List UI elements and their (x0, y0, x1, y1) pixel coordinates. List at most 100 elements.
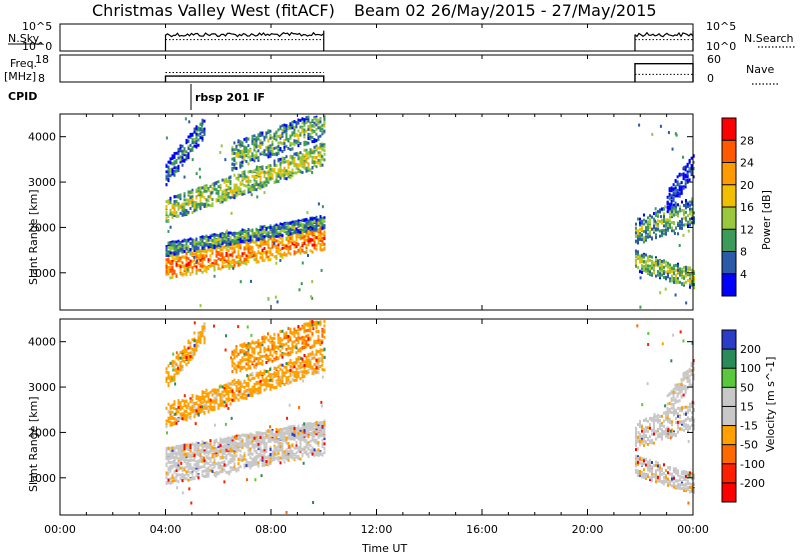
power-cell (259, 142, 262, 146)
velocity-cell (251, 444, 254, 448)
power-cell (183, 245, 186, 249)
power-cell (688, 207, 691, 211)
power-cell (640, 264, 643, 268)
velocity-cell (171, 460, 174, 464)
power-cell (295, 141, 298, 145)
power-cell (686, 214, 689, 218)
velocity-cell (245, 458, 248, 462)
power-cell (217, 233, 220, 237)
velocity-cell (249, 433, 252, 437)
power-cell (237, 245, 240, 249)
velocity-cell (299, 427, 302, 431)
power-cell (249, 149, 252, 153)
velocity-cell (165, 463, 168, 467)
velocity-cell (173, 448, 176, 452)
power-cell (644, 236, 647, 240)
power-cell (297, 118, 300, 122)
power-cell (221, 200, 224, 204)
power-cell (317, 228, 320, 232)
freq-tick-bottom: 8 (38, 72, 45, 85)
power-cell (235, 240, 238, 244)
power-cell (221, 231, 224, 235)
power-cell (279, 141, 282, 145)
velocity-cell (173, 476, 176, 480)
power-cell (191, 243, 194, 247)
power-cell (215, 181, 218, 185)
power-cell (674, 212, 677, 216)
power-cell (283, 145, 286, 149)
nave-label: Nave (746, 63, 774, 76)
velocity-cell (187, 478, 190, 482)
nsearch-label: N.Search (744, 32, 794, 45)
power-cell (321, 123, 324, 127)
velocity-cell (231, 438, 234, 442)
power-cell (688, 212, 691, 216)
velocity-cell (303, 433, 306, 437)
velocity-cell (185, 446, 188, 450)
velocity-cell (283, 460, 286, 464)
power-cell (185, 198, 188, 202)
power-cell (187, 191, 190, 195)
power-cell (167, 252, 170, 256)
power-cell (247, 151, 250, 155)
power-cell (311, 296, 314, 300)
velocity-cell (209, 464, 212, 468)
velocity-cell (255, 431, 258, 435)
power-cell (638, 237, 641, 241)
power-cell (257, 250, 260, 254)
power-cell (668, 279, 671, 283)
power-cell (283, 123, 286, 127)
power-cell (165, 164, 168, 168)
power-cell (241, 190, 244, 194)
power-cell (658, 234, 661, 238)
power-cell (223, 192, 226, 196)
velocity-cell (185, 465, 188, 469)
velocity-cell (299, 435, 302, 439)
power-cell (199, 186, 202, 190)
power-cell (650, 227, 653, 231)
velocity-cell (207, 445, 210, 449)
power-cell (690, 283, 693, 287)
velocity-cell (201, 474, 204, 478)
power-cell (269, 164, 272, 168)
power-cell (640, 219, 643, 223)
power-cell (185, 252, 188, 256)
velocity-cell (245, 464, 248, 468)
power-cell (682, 213, 685, 217)
power-cell (193, 239, 196, 243)
velocity-cell (307, 452, 310, 456)
power-cell (684, 175, 687, 179)
power-cell (285, 247, 288, 251)
power-cell (229, 196, 232, 200)
velocity-cell (219, 456, 222, 460)
power-cell (169, 170, 172, 174)
power-cell (229, 182, 232, 186)
power-cell (259, 166, 262, 170)
power-cell (303, 148, 306, 152)
power-cell (648, 265, 651, 269)
power-cell (688, 223, 691, 227)
power-cell (299, 251, 302, 255)
power-cell (261, 237, 264, 241)
power-cell (257, 183, 260, 187)
power-cell (225, 183, 228, 187)
power-cell (245, 184, 248, 188)
power-cell (646, 216, 649, 220)
power-cell (297, 248, 300, 252)
velocity-cell (195, 464, 198, 468)
power-cell (263, 191, 266, 195)
power-cell (279, 165, 282, 169)
velocity-cell (233, 444, 236, 448)
power-cell (319, 228, 322, 232)
power-cell (634, 249, 637, 253)
power-cell (241, 252, 244, 256)
power-cell (257, 238, 260, 242)
power-cell (271, 235, 274, 239)
power-cell (205, 198, 208, 202)
power-cell (199, 196, 202, 200)
power-cell (185, 242, 188, 246)
power-cell (233, 156, 236, 160)
power-cell (171, 259, 174, 263)
velocity-cell (215, 446, 218, 450)
power-cell (247, 176, 250, 180)
